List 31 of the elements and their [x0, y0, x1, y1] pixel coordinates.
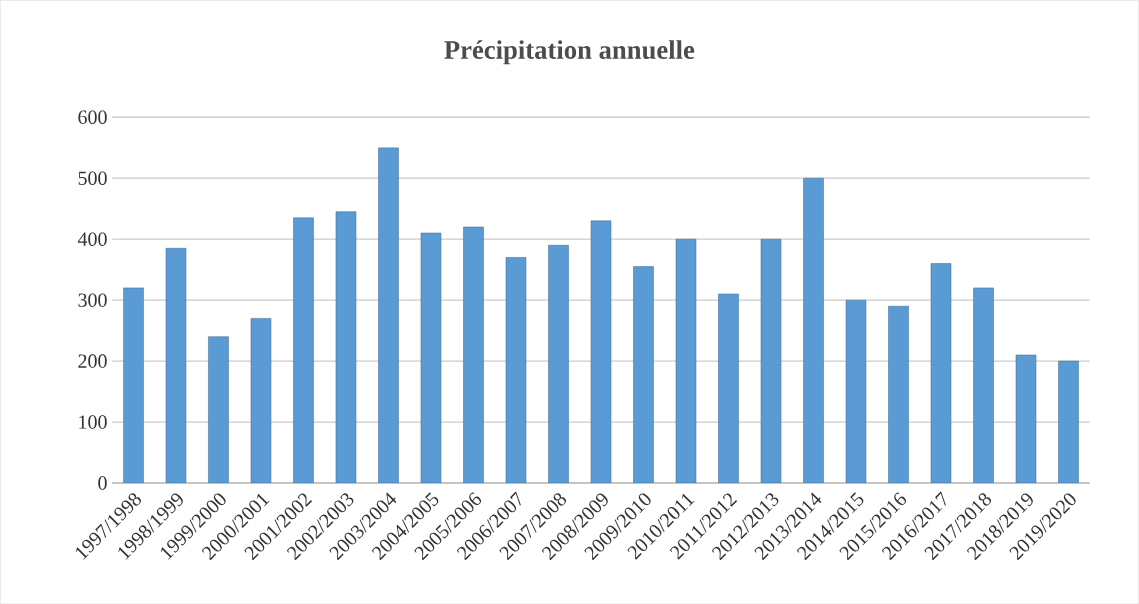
- bar: [463, 226, 484, 483]
- y-tick-label: 0: [98, 476, 107, 490]
- bar: [165, 247, 187, 483]
- bar: [675, 238, 697, 483]
- bar: [250, 318, 272, 483]
- bar: [378, 147, 399, 483]
- bar: [1058, 360, 1079, 483]
- y-tick-label: 600: [78, 110, 107, 124]
- bar: [973, 287, 994, 483]
- bar: [718, 293, 739, 483]
- bar: [293, 217, 314, 483]
- bar: [1015, 354, 1037, 483]
- bar: [505, 257, 527, 483]
- bar: [208, 336, 229, 483]
- y-tick-label: 100: [79, 415, 107, 429]
- bar: [803, 177, 824, 483]
- y-tick-label: 300: [78, 293, 107, 307]
- bar: [590, 220, 612, 483]
- bar: [888, 305, 909, 483]
- chart-title: Précipitation annuelle: [444, 40, 695, 65]
- bar: [633, 266, 654, 483]
- y-tick-label: 500: [78, 171, 107, 185]
- bar: [548, 244, 569, 483]
- bar: [930, 263, 952, 483]
- bar: [123, 287, 144, 483]
- bar: [420, 232, 442, 483]
- y-tick-label: 200: [78, 354, 107, 368]
- bar: [335, 211, 357, 483]
- y-tick-label: 400: [77, 232, 107, 246]
- bar: [845, 299, 867, 483]
- bar: [760, 238, 782, 483]
